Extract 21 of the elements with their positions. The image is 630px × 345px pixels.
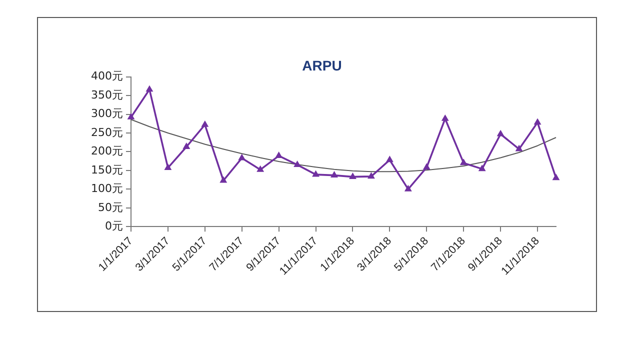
y-tick-label: 200元 [90, 144, 123, 158]
point [442, 115, 448, 121]
point [276, 152, 282, 158]
point [331, 172, 338, 178]
y-tick-label: 50元 [98, 200, 123, 214]
y-tick-label: 400元 [90, 70, 123, 83]
y-tick-label: 150元 [90, 163, 123, 176]
point [552, 174, 560, 180]
y-tick-label: 250元 [90, 126, 123, 139]
point [128, 114, 134, 120]
point [164, 164, 172, 170]
point [516, 146, 522, 152]
point [350, 173, 356, 179]
y-tick-label: 0元 [104, 220, 123, 232]
y-tick-label: 300元 [90, 107, 123, 120]
chart-title: ARPU [302, 57, 342, 74]
y-tick-label: 100元 [90, 182, 123, 196]
point [534, 119, 541, 125]
point [294, 161, 300, 167]
point [146, 86, 153, 92]
y-tick-label: 350元 [90, 88, 123, 102]
